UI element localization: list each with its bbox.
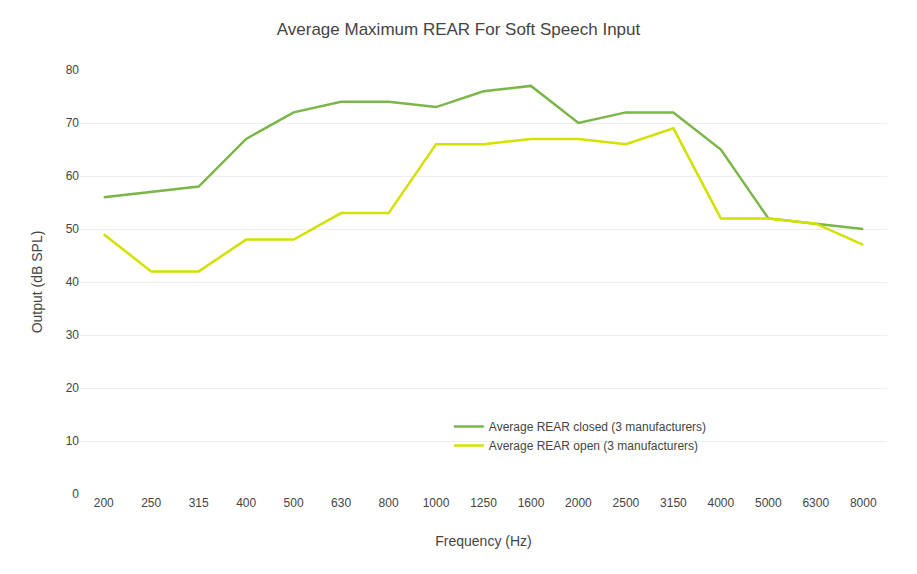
svg-text:Average REAR closed (3 manufac: Average REAR closed (3 manufacturers) [489, 420, 706, 434]
svg-text:10: 10 [66, 434, 80, 448]
svg-text:200: 200 [94, 496, 114, 510]
svg-text:60: 60 [66, 169, 80, 183]
svg-text:630: 630 [331, 496, 351, 510]
svg-text:40: 40 [66, 275, 80, 289]
svg-text:4000: 4000 [707, 496, 734, 510]
svg-text:1250: 1250 [470, 496, 497, 510]
svg-text:6300: 6300 [802, 496, 829, 510]
svg-text:400: 400 [236, 496, 256, 510]
svg-text:0: 0 [72, 487, 79, 501]
svg-text:50: 50 [66, 222, 80, 236]
svg-text:Output (dB SPL): Output (dB SPL) [29, 231, 45, 334]
svg-text:20: 20 [66, 381, 80, 395]
svg-text:Average REAR open (3 manufactu: Average REAR open (3 manufacturers) [489, 439, 698, 453]
svg-text:5000: 5000 [755, 496, 782, 510]
svg-text:500: 500 [284, 496, 304, 510]
svg-text:30: 30 [66, 328, 80, 342]
svg-text:70: 70 [66, 116, 80, 130]
svg-text:1000: 1000 [423, 496, 450, 510]
svg-text:Average Maximum REAR For Soft: Average Maximum REAR For Soft Speech Inp… [277, 20, 641, 39]
svg-text:Frequency (Hz): Frequency (Hz) [435, 533, 531, 549]
svg-text:800: 800 [379, 496, 399, 510]
svg-text:2000: 2000 [565, 496, 592, 510]
svg-text:315: 315 [189, 496, 209, 510]
svg-text:2500: 2500 [613, 496, 640, 510]
svg-text:80: 80 [66, 63, 80, 77]
svg-text:3150: 3150 [660, 496, 687, 510]
svg-text:250: 250 [141, 496, 161, 510]
svg-text:1600: 1600 [518, 496, 545, 510]
svg-text:8000: 8000 [850, 496, 877, 510]
